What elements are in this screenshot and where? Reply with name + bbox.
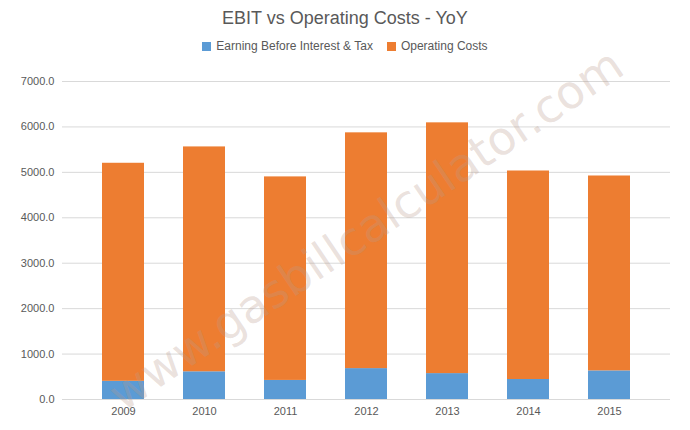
svg-text:7000.0: 7000.0 bbox=[21, 75, 55, 87]
svg-text:0.0: 0.0 bbox=[39, 393, 54, 405]
svg-text:4000.0: 4000.0 bbox=[21, 211, 55, 223]
svg-text:2012: 2012 bbox=[354, 405, 378, 417]
html-text:EBIT vs Operating Costs - YoY: EBIT vs Operating Costs - YoY bbox=[222, 8, 468, 28]
html-text:Operating Costs: Operating Costs bbox=[400, 39, 488, 53]
svg-text:1000.0: 1000.0 bbox=[21, 348, 55, 360]
svg-text:2013: 2013 bbox=[435, 405, 459, 417]
svg-text:2011: 2011 bbox=[274, 405, 298, 417]
svg-text:3000.0: 3000.0 bbox=[21, 257, 55, 269]
svg-text:2010: 2010 bbox=[192, 405, 216, 417]
svg-text:2000.0: 2000.0 bbox=[21, 302, 55, 314]
svg-text:2014: 2014 bbox=[516, 405, 540, 417]
html-text:Earning Before Interest & Tax: Earning Before Interest & Tax bbox=[216, 39, 373, 53]
svg-text:5000.0: 5000.0 bbox=[21, 166, 55, 178]
svg-text:6000.0: 6000.0 bbox=[21, 120, 55, 132]
svg-text:www.gasbillcalculator.com: www.gasbillcalculator.com bbox=[99, 56, 633, 422]
svg-text:2015: 2015 bbox=[597, 405, 621, 417]
